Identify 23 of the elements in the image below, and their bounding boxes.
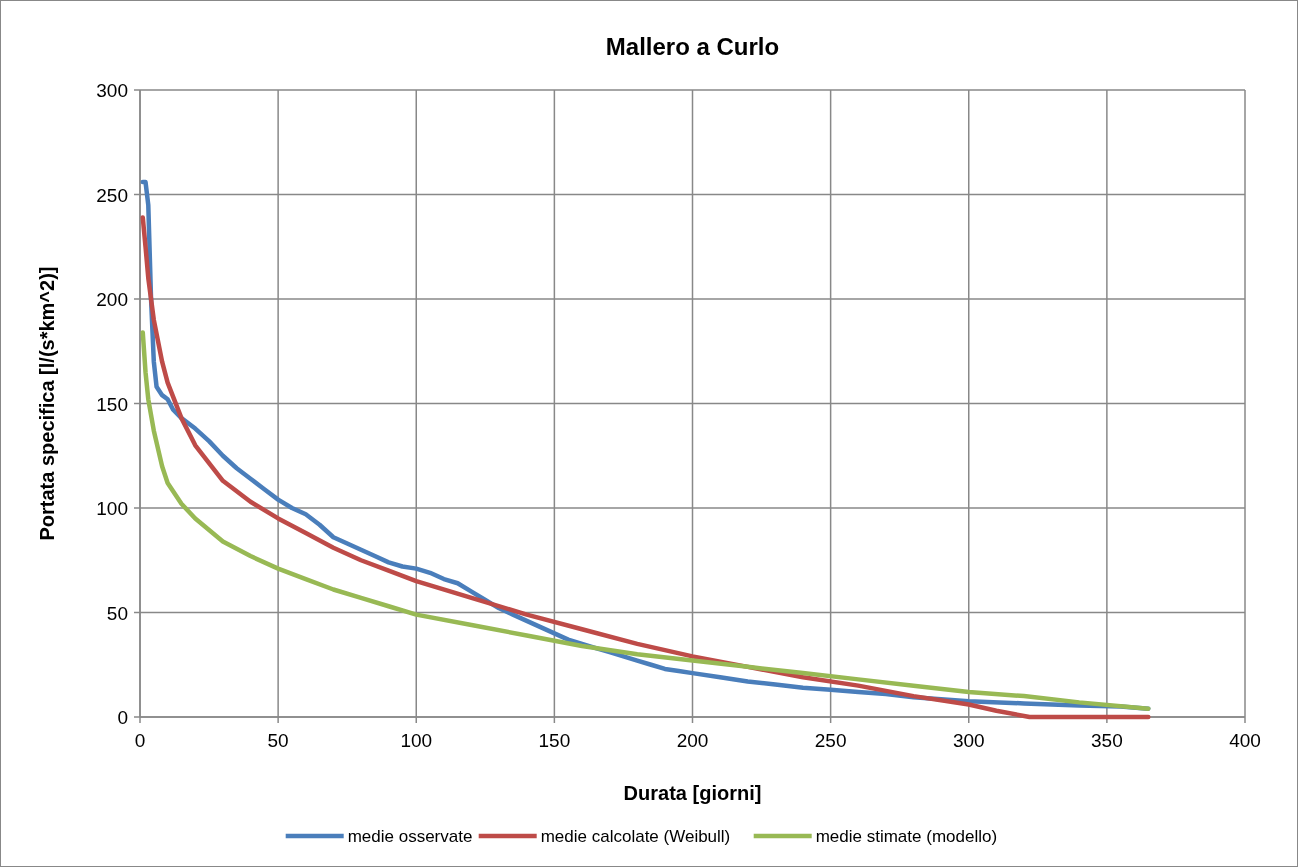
legend-label: medie osservate [347,827,473,846]
chart-title: Mallero a Curlo [605,33,780,60]
x-tick-label: 150 [538,730,571,751]
x-tick-label: 400 [1229,730,1261,751]
legend-label: medie stimate (modello) [815,827,998,846]
x-tick-label: 50 [267,730,289,751]
x-tick-label: 250 [814,730,847,751]
x-tick-label: 100 [400,730,433,751]
legend-label: medie calcolate (Weibull) [540,827,731,846]
y-tick-label: 300 [96,80,128,101]
y-tick-label: 250 [96,184,128,206]
line-series [140,330,1151,711]
y-tick-label: 200 [96,289,128,310]
y-tick-label: 50 [106,602,128,624]
y-axis-title: Portata specifica [l/(s*km^2)] [36,266,58,541]
x-tick-label: 200 [676,730,709,751]
x-tick-label: 0 [134,730,146,751]
x-axis-title: Durata [giorni] [623,782,762,804]
x-tick-label: 350 [1091,730,1123,751]
y-tick-label: 100 [96,498,128,519]
y-tick-label: 0 [117,707,128,728]
y-tick-label: 150 [96,393,128,415]
x-tick-label: 300 [952,730,985,751]
